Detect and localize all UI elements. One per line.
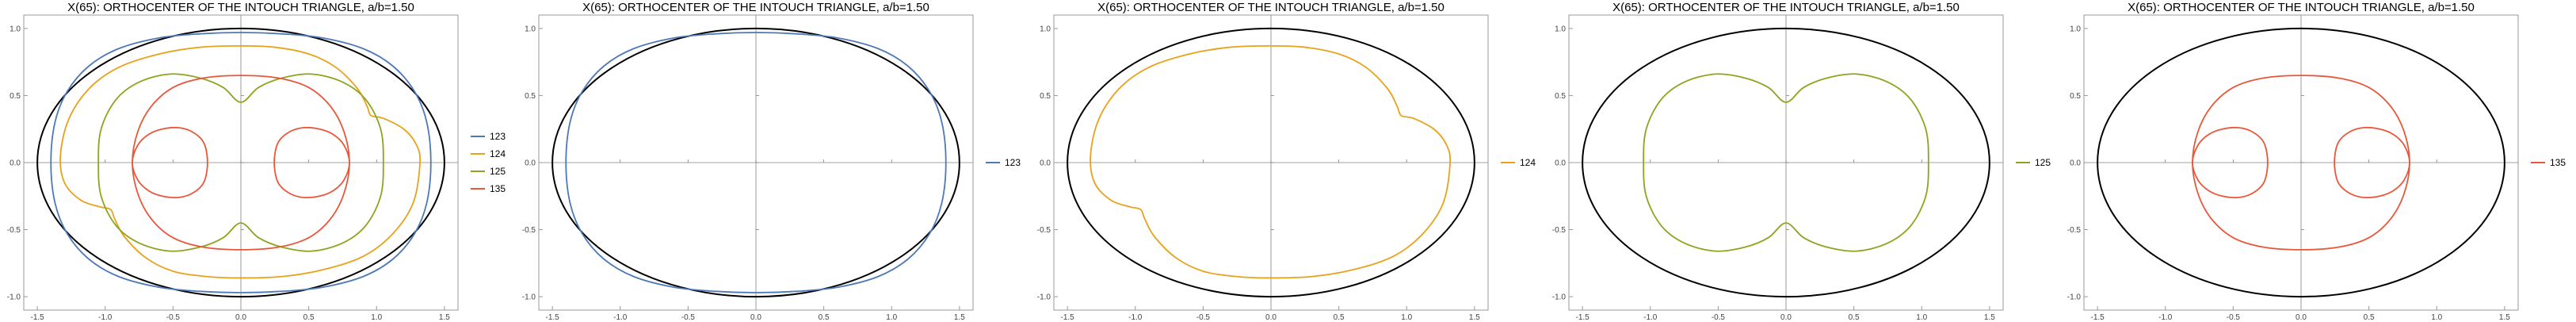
y-tick-label: -1.0: [1552, 293, 1567, 302]
x-tick-label: 0.5: [303, 313, 315, 322]
chart-panel-4: X(65): ORTHOCENTER OF THE INTOUCH TRIANG…: [1552, 1, 2051, 322]
x-tick-label: 0.0: [1265, 313, 1277, 322]
y-tick-label: -1.0: [1037, 293, 1051, 302]
chart-title: X(65): ORTHOCENTER OF THE INTOUCH TRIANG…: [582, 1, 929, 14]
chart-title: X(65): ORTHOCENTER OF THE INTOUCH TRIANG…: [1612, 1, 1960, 14]
x-tick-label: 1.0: [1401, 313, 1412, 322]
x-tick-label: -1.5: [2091, 313, 2105, 322]
series-line-124: [59, 44, 422, 279]
x-tick-label: -1.5: [1061, 313, 1075, 322]
y-tick-label: -0.5: [7, 226, 21, 235]
reference-ellipse: [1582, 27, 1990, 298]
x-tick-label: -0.5: [1196, 313, 1211, 322]
y-tick-label: -0.5: [2067, 226, 2082, 235]
legend-label: 135: [490, 183, 506, 194]
chart-panel-5: X(65): ORTHOCENTER OF THE INTOUCH TRIANG…: [2067, 1, 2566, 322]
x-tick-label: 0.0: [2296, 313, 2307, 322]
series-line-123: [565, 32, 947, 293]
x-tick-label: 1.5: [1984, 313, 1995, 322]
x-tick-label: 1.5: [1469, 313, 1480, 322]
x-tick-label: -0.5: [681, 313, 696, 322]
y-tick-label: 1.0: [10, 25, 21, 33]
y-tick-label: -0.5: [1552, 226, 1567, 235]
series-line-125: [97, 73, 384, 252]
y-tick-label: -1.0: [2067, 293, 2082, 302]
x-tick-label: 1.0: [886, 313, 897, 322]
chart-panel-1: X(65): ORTHOCENTER OF THE INTOUCH TRIANG…: [7, 1, 506, 322]
x-tick-label: -1.5: [1576, 313, 1590, 322]
x-tick-label: 1.0: [2431, 313, 2442, 322]
reference-ellipse: [2097, 27, 2505, 298]
chart-title: X(65): ORTHOCENTER OF THE INTOUCH TRIANG…: [2128, 1, 2475, 14]
legend-label: 125: [490, 166, 506, 177]
x-tick-label: 1.0: [1916, 313, 1927, 322]
series-line-135: [132, 126, 208, 199]
x-tick-label: 0.5: [2364, 313, 2375, 322]
reference-ellipse: [1067, 27, 1475, 298]
x-tick-label: 0.0: [750, 313, 761, 322]
y-tick-label: -1.0: [7, 293, 21, 302]
series-line-135: [2334, 126, 2410, 199]
x-tick-label: 0.5: [1849, 313, 1860, 322]
series-line-135: [2192, 126, 2269, 199]
x-tick-label: -1.0: [2158, 313, 2173, 322]
chart-panel-2: X(65): ORTHOCENTER OF THE INTOUCH TRIANG…: [522, 1, 1021, 322]
series-line-124: [1090, 44, 1452, 279]
x-tick-label: -1.0: [1643, 313, 1658, 322]
y-tick-label: 0.0: [1040, 159, 1051, 168]
legend-label: 123: [1005, 157, 1021, 168]
legend-label: 124: [490, 148, 506, 159]
y-tick-label: -1.0: [522, 293, 536, 302]
x-tick-label: -1.0: [98, 313, 113, 322]
x-tick-label: -1.5: [546, 313, 560, 322]
x-tick-label: -1.5: [31, 313, 45, 322]
y-tick-label: 0.0: [1555, 159, 1566, 168]
x-tick-label: -0.5: [2227, 313, 2241, 322]
x-tick-label: 0.0: [235, 313, 246, 322]
legend-label: 124: [1520, 157, 1536, 168]
x-tick-label: 1.5: [439, 313, 450, 322]
series-line-123: [50, 32, 432, 293]
chart-title: X(65): ORTHOCENTER OF THE INTOUCH TRIANG…: [67, 1, 414, 14]
x-tick-label: 1.5: [954, 313, 965, 322]
x-tick-label: 1.0: [371, 313, 382, 322]
legend-label: 123: [490, 131, 506, 142]
x-tick-label: -1.0: [613, 313, 628, 322]
y-tick-label: 0.5: [2070, 92, 2081, 101]
legend-label: 135: [2550, 157, 2566, 168]
y-tick-label: 1.0: [525, 25, 536, 33]
x-tick-label: 0.0: [1780, 313, 1792, 322]
y-tick-label: -0.5: [1037, 226, 1051, 235]
series-line-135: [273, 126, 350, 199]
series-line-125: [1643, 73, 1929, 252]
x-tick-label: -1.0: [1128, 313, 1143, 322]
x-tick-label: 1.5: [2499, 313, 2510, 322]
y-tick-label: 0.5: [525, 92, 536, 101]
reference-ellipse: [551, 27, 960, 298]
y-tick-label: 0.5: [10, 92, 21, 101]
chart-panel-3: X(65): ORTHOCENTER OF THE INTOUCH TRIANG…: [1037, 1, 1536, 322]
y-tick-label: 1.0: [2070, 25, 2081, 33]
x-tick-label: 0.5: [1334, 313, 1345, 322]
y-tick-label: -0.5: [522, 226, 536, 235]
y-tick-label: 0.0: [525, 159, 536, 168]
x-tick-label: 0.5: [819, 313, 830, 322]
y-tick-label: 0.5: [1040, 92, 1051, 101]
legend-label: 125: [2035, 157, 2051, 168]
y-tick-label: 0.0: [10, 159, 21, 168]
y-tick-label: 1.0: [1555, 25, 1566, 33]
y-tick-label: 0.0: [2070, 159, 2081, 168]
x-tick-label: -0.5: [166, 313, 181, 322]
y-tick-label: 0.5: [1555, 92, 1566, 101]
y-tick-label: 1.0: [1040, 25, 1051, 33]
x-tick-label: -0.5: [1712, 313, 1726, 322]
reference-ellipse: [36, 27, 445, 298]
chart-title: X(65): ORTHOCENTER OF THE INTOUCH TRIANG…: [1097, 1, 1444, 14]
